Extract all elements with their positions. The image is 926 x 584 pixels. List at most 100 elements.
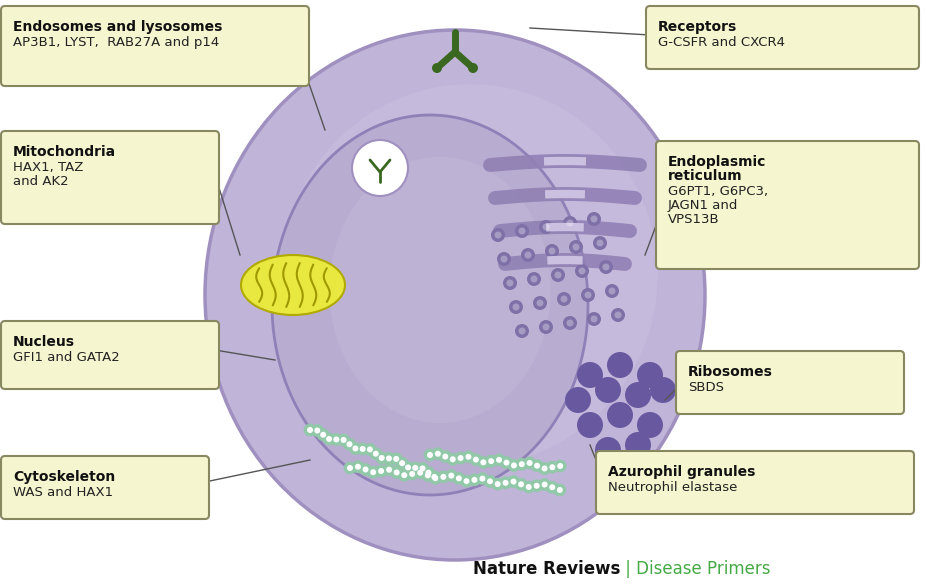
Text: G-CSFR and CXCR4: G-CSFR and CXCR4 bbox=[658, 36, 785, 49]
Circle shape bbox=[533, 483, 540, 489]
Text: Mitochondria: Mitochondria bbox=[13, 145, 116, 159]
Circle shape bbox=[615, 311, 621, 318]
Text: VPS13B: VPS13B bbox=[668, 213, 720, 226]
Circle shape bbox=[417, 463, 429, 474]
Circle shape bbox=[402, 461, 414, 474]
Circle shape bbox=[497, 252, 511, 266]
Circle shape bbox=[383, 453, 395, 464]
Circle shape bbox=[567, 220, 573, 227]
Circle shape bbox=[584, 291, 592, 298]
Circle shape bbox=[511, 463, 517, 468]
Circle shape bbox=[429, 471, 441, 483]
Text: Endosomes and lysosomes: Endosomes and lysosomes bbox=[13, 20, 222, 34]
Circle shape bbox=[480, 475, 485, 482]
Circle shape bbox=[396, 457, 408, 469]
Text: JAGN1 and: JAGN1 and bbox=[668, 199, 738, 212]
Circle shape bbox=[352, 140, 408, 196]
Circle shape bbox=[500, 457, 512, 468]
Circle shape bbox=[539, 463, 550, 474]
Circle shape bbox=[469, 474, 481, 486]
Circle shape bbox=[494, 231, 502, 238]
Circle shape bbox=[515, 224, 529, 238]
Circle shape bbox=[533, 296, 547, 310]
Circle shape bbox=[466, 454, 471, 460]
Circle shape bbox=[344, 438, 356, 450]
Circle shape bbox=[455, 452, 467, 464]
Circle shape bbox=[347, 465, 353, 471]
Circle shape bbox=[363, 467, 369, 472]
Circle shape bbox=[581, 288, 595, 302]
FancyBboxPatch shape bbox=[1, 321, 219, 389]
Circle shape bbox=[464, 478, 469, 484]
FancyBboxPatch shape bbox=[596, 451, 914, 514]
Circle shape bbox=[481, 460, 486, 465]
Circle shape bbox=[346, 441, 353, 447]
Circle shape bbox=[407, 468, 419, 480]
Circle shape bbox=[390, 453, 402, 465]
Circle shape bbox=[546, 481, 558, 493]
Circle shape bbox=[446, 453, 458, 465]
Circle shape bbox=[554, 460, 566, 472]
Circle shape bbox=[526, 484, 532, 490]
Circle shape bbox=[509, 300, 523, 314]
Circle shape bbox=[484, 475, 496, 487]
Circle shape bbox=[560, 296, 568, 303]
Circle shape bbox=[435, 451, 441, 457]
Circle shape bbox=[542, 465, 547, 471]
Circle shape bbox=[418, 470, 423, 476]
Circle shape bbox=[519, 328, 525, 335]
Circle shape bbox=[338, 434, 350, 446]
Circle shape bbox=[378, 468, 384, 474]
Circle shape bbox=[637, 412, 663, 438]
Circle shape bbox=[432, 63, 442, 73]
Circle shape bbox=[460, 475, 472, 487]
Circle shape bbox=[485, 455, 497, 467]
Circle shape bbox=[565, 387, 591, 413]
Circle shape bbox=[414, 467, 426, 479]
Circle shape bbox=[543, 324, 549, 331]
Circle shape bbox=[473, 457, 479, 463]
Circle shape bbox=[625, 432, 651, 458]
Circle shape bbox=[519, 481, 524, 487]
Circle shape bbox=[331, 433, 343, 446]
Circle shape bbox=[504, 460, 509, 465]
Circle shape bbox=[595, 437, 621, 463]
Circle shape bbox=[441, 474, 446, 480]
Circle shape bbox=[536, 300, 544, 307]
Circle shape bbox=[432, 475, 438, 481]
Text: Azurophil granules: Azurophil granules bbox=[608, 465, 756, 479]
Circle shape bbox=[373, 451, 379, 457]
Text: WAS and HAX1: WAS and HAX1 bbox=[13, 486, 113, 499]
Circle shape bbox=[445, 470, 457, 482]
Circle shape bbox=[314, 427, 320, 433]
Circle shape bbox=[503, 276, 517, 290]
Circle shape bbox=[607, 402, 633, 428]
Circle shape bbox=[519, 461, 525, 467]
Circle shape bbox=[500, 256, 507, 262]
Circle shape bbox=[587, 312, 601, 326]
Text: Ribosomes: Ribosomes bbox=[688, 365, 773, 379]
Circle shape bbox=[355, 464, 361, 470]
Circle shape bbox=[469, 454, 482, 465]
Circle shape bbox=[492, 478, 504, 490]
Circle shape bbox=[539, 478, 551, 491]
Circle shape bbox=[399, 460, 405, 466]
Circle shape bbox=[453, 472, 465, 484]
Circle shape bbox=[524, 252, 532, 259]
Circle shape bbox=[379, 455, 384, 461]
Circle shape bbox=[557, 463, 563, 469]
Circle shape bbox=[425, 472, 431, 478]
Circle shape bbox=[439, 450, 451, 463]
Circle shape bbox=[531, 480, 543, 492]
Circle shape bbox=[572, 244, 580, 251]
Circle shape bbox=[344, 462, 356, 474]
Text: Cytoskeleton: Cytoskeleton bbox=[13, 470, 115, 484]
Circle shape bbox=[563, 216, 577, 230]
Circle shape bbox=[531, 460, 543, 472]
Circle shape bbox=[448, 472, 455, 479]
Text: SBDS: SBDS bbox=[688, 381, 724, 394]
Circle shape bbox=[507, 475, 519, 488]
Circle shape bbox=[370, 469, 376, 475]
Circle shape bbox=[549, 484, 556, 490]
Circle shape bbox=[307, 427, 313, 433]
